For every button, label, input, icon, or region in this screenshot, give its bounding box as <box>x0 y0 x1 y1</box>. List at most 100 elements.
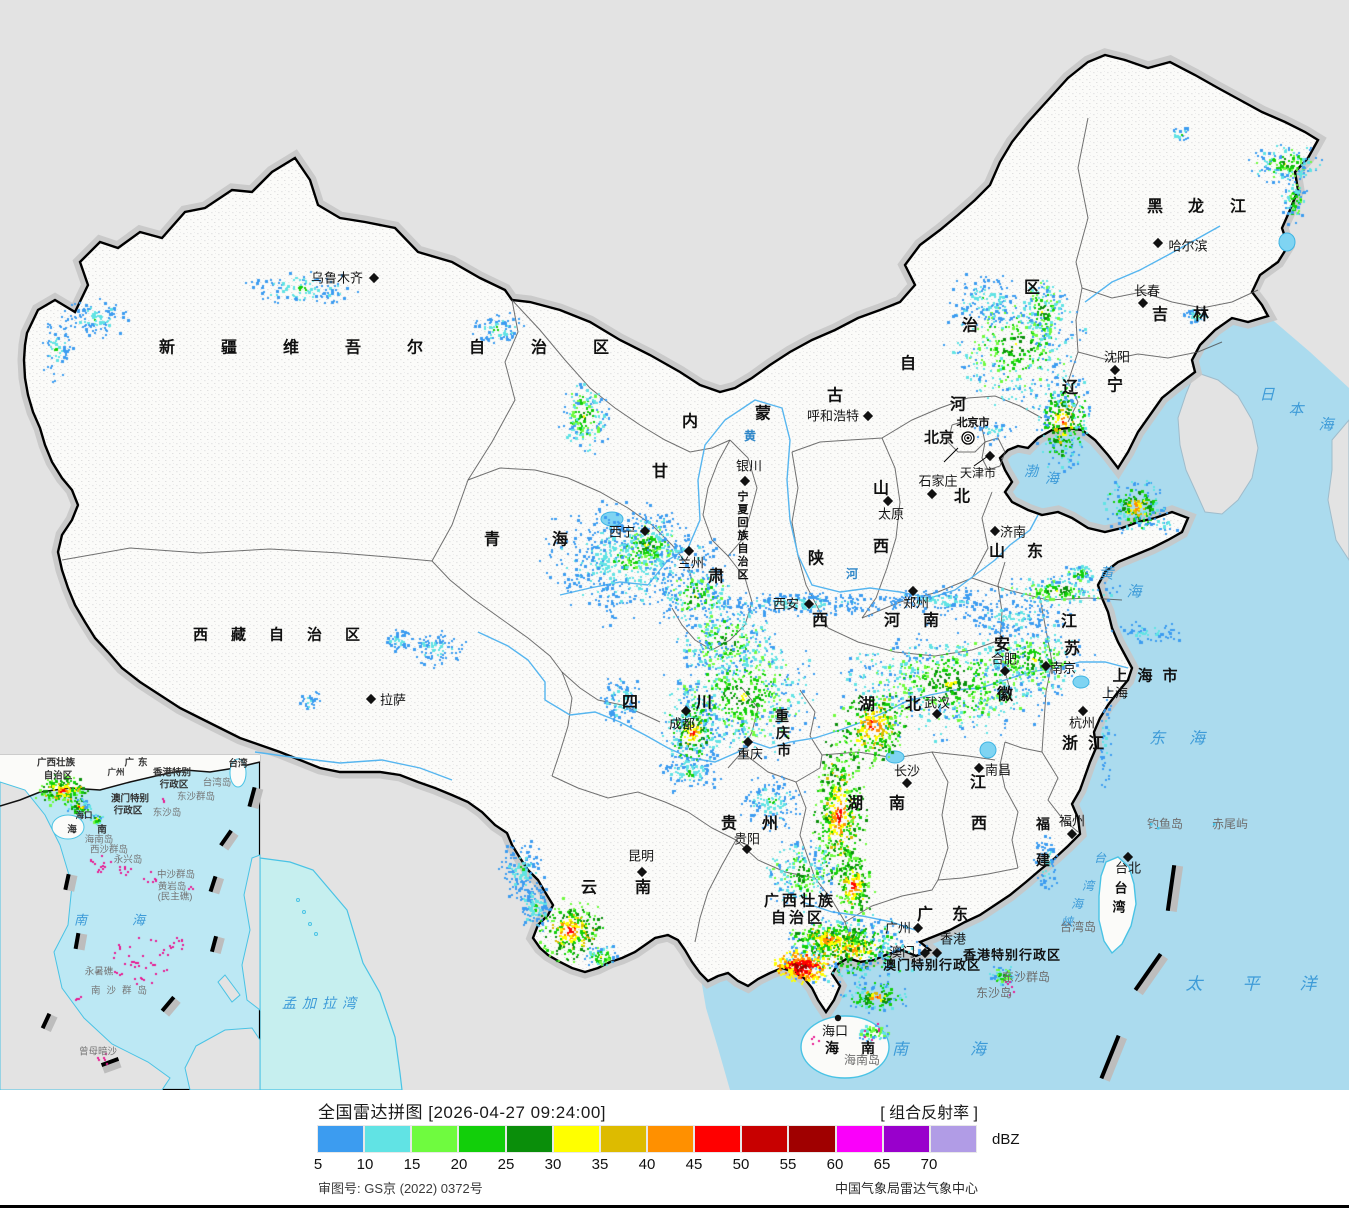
province-label: 福 <box>1035 816 1050 832</box>
legend-swatch <box>552 1125 600 1153</box>
legend-tick: 70 <box>920 1156 938 1173</box>
city-marker <box>639 525 651 537</box>
city-label: 武汉 <box>924 696 950 711</box>
province-label: 吉 <box>1152 305 1168 324</box>
island-name-label: 台湾岛 <box>1060 919 1096 934</box>
city-label: 成都 <box>669 717 695 732</box>
legend-tick: 55 <box>779 1156 797 1173</box>
sea-name-label: 台 <box>1094 851 1107 865</box>
city-marker <box>999 665 1011 677</box>
province-label: 江 <box>970 774 986 792</box>
city-marker <box>803 598 815 610</box>
island-name-label: 东沙群岛 <box>1002 969 1050 984</box>
legend-tick: 10 <box>356 1156 374 1173</box>
inset-label: 海南岛 <box>85 834 114 846</box>
legend-swatch <box>364 1125 412 1153</box>
province-label: 湾 <box>1112 900 1125 915</box>
province-label: 南 <box>861 1040 875 1056</box>
river-name-label: 黄 <box>744 428 756 443</box>
legend-panel: 全国雷达拼图 [2026-04-27 09:24:00] [ 组合反射率 ] 5… <box>0 1090 1349 1205</box>
city-label: 南昌 <box>985 763 1011 778</box>
province-label: 林 <box>1193 305 1209 324</box>
city-label: 西安 <box>773 597 799 612</box>
city-marker <box>862 410 874 422</box>
bottom-border <box>0 1205 1349 1208</box>
inset-label: 自治区 <box>44 770 73 782</box>
province-label: 台 <box>1114 881 1127 896</box>
city-label: 台北 <box>1115 861 1141 876</box>
city-marker <box>1040 660 1052 672</box>
legend-tick: 60 <box>826 1156 844 1173</box>
province-label: 龙 <box>1187 197 1204 216</box>
sea-name-label: 东海 <box>1149 730 1229 748</box>
sea-name-label: 湾 <box>1082 879 1096 893</box>
province-label: 海 <box>825 1040 839 1056</box>
inset-label: 澳门特别 <box>111 793 149 805</box>
map-labels-overlay: 黑龙江吉 林辽 宁内 蒙古自治区河北山西山东河 南陕西甘肃青 海四 川重庆市湖 北湖 南安徽江苏… <box>37 197 1336 1068</box>
inset-label: 行政区 <box>159 779 189 791</box>
province-label: 回 <box>738 515 749 529</box>
city-marker <box>1152 237 1164 249</box>
legend-tick: 25 <box>497 1156 515 1173</box>
city-label: 福州 <box>1059 814 1085 829</box>
province-label: 南 <box>923 611 939 630</box>
province-label: 区 <box>1024 279 1040 297</box>
city-label: 银川 <box>736 459 762 474</box>
sea-name-label: 海 <box>1318 417 1335 434</box>
legend-swatch <box>882 1125 930 1153</box>
city-label: 郑州 <box>903 596 929 611</box>
legend-swatch <box>316 1125 365 1153</box>
province-label: 广 <box>917 905 933 924</box>
inset-label: 广西壮族 <box>37 757 76 769</box>
province-label: 东 <box>1027 542 1043 561</box>
province-label: 州 <box>761 815 778 833</box>
city-label: 济南 <box>1000 525 1026 540</box>
city-marker <box>912 922 924 934</box>
province-label: 江 <box>1088 735 1104 753</box>
city-label: 长沙 <box>894 764 920 779</box>
inset-label: 台湾岛 <box>203 777 232 789</box>
province-label: 宁 <box>738 489 749 503</box>
legend-tick: 50 <box>732 1156 750 1173</box>
province-label: 北 <box>954 488 970 506</box>
city-label: 沈阳 <box>1104 350 1130 365</box>
city-marker <box>739 475 751 487</box>
sea-name-label: 峡 <box>1061 915 1075 929</box>
legend-swatch <box>835 1125 883 1153</box>
province-label: 南 <box>635 878 651 897</box>
inset-label: 黄岩岛 <box>158 881 187 893</box>
province-label: 治 <box>962 316 978 335</box>
province-label: 自治区 <box>771 909 825 927</box>
label-leader-line <box>973 455 989 467</box>
province-label: 湖 <box>859 696 875 714</box>
city-marker <box>368 272 380 284</box>
legend-unit: dBZ <box>992 1131 1020 1148</box>
inset-label: 台湾 <box>228 758 248 770</box>
island-name-label: 海南岛 <box>844 1052 880 1067</box>
river-name-label: 河 <box>845 566 858 581</box>
province-label: 云 <box>581 880 597 897</box>
sea-name-label: 日 <box>1259 387 1275 404</box>
product-label: [ 组合反射率 ] <box>880 1105 978 1122</box>
province-label: 苏 <box>1064 639 1080 658</box>
province-label: 族 <box>738 528 750 542</box>
province-label: 古 <box>827 386 843 405</box>
province-label: 市 <box>777 742 791 758</box>
capital-marker <box>961 431 975 445</box>
city-label: 北京 <box>924 429 954 447</box>
province-label: 重 <box>775 708 789 724</box>
legend-tick: 15 <box>403 1156 421 1173</box>
city-marker <box>365 693 377 705</box>
province-label: 肃 <box>708 568 724 586</box>
city-label: 西宁 <box>609 525 635 540</box>
province-label: 青 <box>484 530 500 549</box>
province-label: 上海市 <box>1112 667 1187 685</box>
legend-swatch <box>694 1125 742 1153</box>
inset-label: 永暑礁 <box>85 966 114 978</box>
data-source-credit: 中国气象局雷达气象中心 <box>834 1181 978 1196</box>
legend-tick: 40 <box>638 1156 656 1173</box>
city-marker <box>973 762 985 774</box>
city-marker <box>901 777 913 789</box>
province-label: 陕 <box>808 549 824 568</box>
sea-name-label: 南海 <box>892 1041 1048 1059</box>
